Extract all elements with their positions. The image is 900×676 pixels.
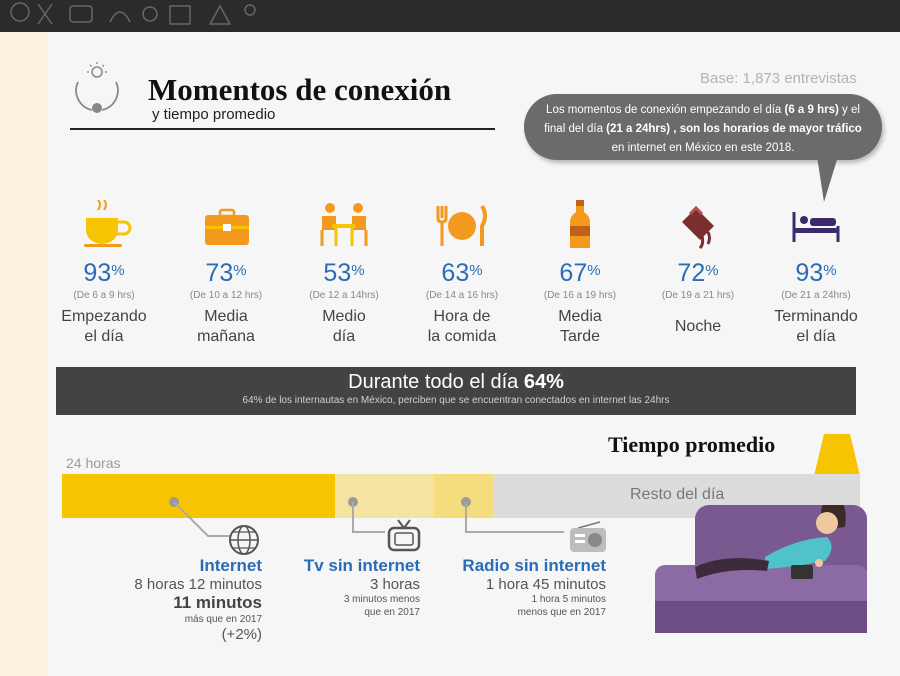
radio-stats: Radio sin internet 1 hora 45 minutos 1 h… bbox=[430, 556, 606, 619]
radio-icon bbox=[570, 521, 606, 552]
moment-pct: 93 bbox=[795, 259, 824, 287]
moment-label-2: mañana bbox=[197, 328, 255, 345]
callout-hours-end: (21 a 24hrs) bbox=[606, 123, 671, 135]
tv-note-2: que en 2017 bbox=[364, 607, 420, 618]
percent-sign: % bbox=[705, 262, 719, 279]
moment-label-2: día bbox=[332, 328, 356, 345]
moment-label-2: el día bbox=[796, 328, 836, 345]
radio-bar bbox=[434, 474, 493, 518]
moment-pct: 93 bbox=[83, 259, 112, 287]
percent-sign: % bbox=[587, 262, 601, 279]
internet-delta-note: más que en 2017 bbox=[184, 614, 262, 625]
tv-name: Tv sin internet bbox=[303, 556, 420, 575]
moment-pct: 67 bbox=[559, 259, 588, 287]
moment-hours: (De 16 a 19 hrs) bbox=[543, 290, 617, 301]
moment-label-1: Hora de bbox=[433, 308, 491, 325]
callout-bubble: Los momentos de conexión empezando el dí… bbox=[524, 94, 882, 160]
callout-tail bbox=[816, 150, 840, 202]
all-day-text: Durante todo el día bbox=[348, 371, 524, 393]
hours-label: 24 horas bbox=[66, 455, 121, 471]
dessert-icon bbox=[682, 205, 714, 250]
title-underline bbox=[70, 128, 495, 130]
all-day-band: Durante todo el día 64% 64% de los inter… bbox=[56, 367, 856, 415]
moment-label-2: la comida bbox=[427, 328, 497, 345]
moment-hours: (De 6 a 9 hrs) bbox=[73, 290, 135, 301]
sun-moon-cycle-icon bbox=[75, 62, 119, 113]
sample-base: Base: 1,873 entrevistas bbox=[700, 70, 857, 87]
plate-cutlery-icon bbox=[436, 204, 487, 246]
moment-media-manana: 73% (De 10 a 12 hrs) Media mañana bbox=[166, 200, 286, 347]
callout-text-4: en internet en México en este 2018. bbox=[611, 142, 795, 154]
moment-label-2: el día bbox=[84, 328, 124, 345]
percent-sign: % bbox=[469, 262, 483, 279]
moment-media-tarde: 67% (De 16 a 19 hrs) Media Tarde bbox=[520, 200, 640, 347]
radio-time: 1 hora 45 minutos bbox=[485, 576, 606, 593]
moment-label-1: Noche bbox=[674, 318, 722, 335]
moment-hours: (De 19 a 21 hrs) bbox=[661, 290, 735, 301]
tv-icon bbox=[387, 519, 421, 552]
internet-name: Internet bbox=[199, 556, 262, 575]
tv-stats: Tv sin internet 3 horas 3 minutos menos … bbox=[270, 556, 420, 619]
briefcase-icon bbox=[205, 208, 249, 245]
tv-note-1: 3 minutos menos bbox=[343, 594, 420, 605]
callout-text-2: y el final del día bbox=[544, 104, 860, 135]
category-connectors bbox=[169, 497, 564, 537]
moment-label-2: Tarde bbox=[559, 328, 601, 345]
internet-time: 8 horas 12 minutos bbox=[134, 576, 262, 593]
moment-pct: 72 bbox=[677, 259, 706, 287]
percent-sign: % bbox=[111, 262, 125, 279]
top-decoration-band bbox=[0, 0, 900, 32]
moment-label-1: Empezando bbox=[61, 308, 147, 325]
moment-pct: 73 bbox=[205, 259, 234, 287]
person-on-sofa-illustration bbox=[655, 505, 867, 633]
radio-note-1: 1 hora 5 minutos bbox=[531, 594, 607, 605]
moment-terminando: 93% (De 21 a 24hrs) Terminando el día bbox=[756, 200, 876, 347]
moment-hours: (De 14 a 16 hrs) bbox=[425, 290, 499, 301]
tv-time: 3 horas bbox=[369, 576, 420, 593]
radio-name: Radio sin internet bbox=[462, 556, 606, 575]
percent-sign: % bbox=[823, 262, 837, 279]
page-subtitle: y tiempo promedio bbox=[152, 106, 276, 123]
moment-medio-dia: 53% (De 12 a 14hrs) Medio día bbox=[284, 200, 404, 347]
coffee-cup-icon bbox=[84, 199, 132, 247]
page-title: Momentos de conexión bbox=[148, 72, 452, 107]
rest-of-day-label: Resto del día bbox=[630, 486, 725, 503]
moment-pct: 53 bbox=[323, 259, 352, 287]
moment-hours: (De 21 a 24hrs) bbox=[781, 290, 851, 301]
moment-label-1: Media bbox=[204, 308, 248, 325]
all-day-note: 64% de los internautas en México, percib… bbox=[242, 395, 670, 406]
moment-pct: 63 bbox=[441, 259, 470, 287]
callout-text-1: Los momentos de conexión empezando el dí… bbox=[546, 104, 785, 116]
left-accent-strip bbox=[0, 32, 48, 676]
moment-label-1: Terminando bbox=[774, 308, 858, 325]
moment-hora-comida: 63% (De 14 a 16 hrs) Hora de la comida bbox=[402, 200, 522, 347]
tiempo-promedio-title: Tiempo promedio bbox=[608, 432, 776, 457]
internet-change: (+2%) bbox=[221, 626, 262, 643]
percent-sign: % bbox=[351, 262, 365, 279]
doodle-pattern bbox=[10, 2, 256, 25]
moment-label-1: Medio bbox=[322, 308, 366, 325]
meeting-people-icon bbox=[320, 203, 368, 246]
moment-noche: 72% (De 19 a 21 hrs) Noche bbox=[638, 200, 758, 337]
bed-icon bbox=[792, 212, 840, 242]
percent-sign: % bbox=[233, 262, 247, 279]
callout-text-3: , son los horarios de mayor tráfico bbox=[670, 123, 862, 135]
moment-label-1: Media bbox=[558, 308, 602, 325]
bottle-icon bbox=[570, 200, 590, 248]
tv-bar bbox=[334, 474, 435, 518]
moment-hours: (De 12 a 14hrs) bbox=[309, 290, 379, 301]
moment-empezando: 93% (De 6 a 9 hrs) Empezando el día bbox=[44, 199, 164, 347]
radio-note-2: menos que en 2017 bbox=[517, 607, 606, 618]
internet-bar bbox=[62, 474, 335, 518]
internet-delta: 11 minutos bbox=[173, 593, 262, 612]
callout-hours-start: (6 a 9 hrs) bbox=[784, 104, 839, 116]
internet-stats: Internet 8 horas 12 minutos 11 minutos m… bbox=[62, 556, 262, 643]
all-day-value: 64% bbox=[523, 371, 564, 393]
globe-icon bbox=[229, 525, 259, 555]
moment-hours: (De 10 a 12 hrs) bbox=[189, 290, 263, 301]
